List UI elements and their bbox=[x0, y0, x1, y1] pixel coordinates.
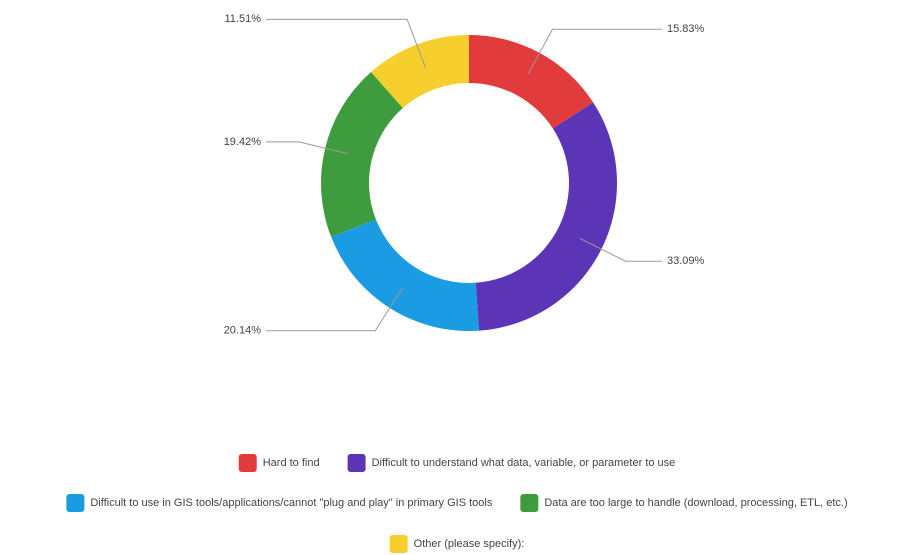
data-label: 15.83% bbox=[667, 23, 705, 35]
leader-line bbox=[266, 141, 349, 155]
leader-line bbox=[527, 28, 662, 75]
leader-line bbox=[266, 287, 404, 332]
legend-swatch bbox=[389, 535, 408, 553]
leader-line bbox=[266, 18, 426, 68]
legend-label: Hard to find bbox=[263, 457, 320, 469]
legend-swatch bbox=[347, 454, 366, 472]
slice bbox=[331, 219, 479, 331]
slice bbox=[469, 35, 594, 129]
legend-label: Difficult to use in GIS tools/applicatio… bbox=[90, 497, 492, 509]
data-label: 33.09% bbox=[667, 255, 705, 267]
slice bbox=[321, 72, 403, 237]
slice bbox=[371, 34, 469, 109]
data-label: 20.14% bbox=[224, 325, 262, 337]
legend-label: Other (please specify): bbox=[414, 538, 525, 550]
legend-swatch bbox=[66, 494, 85, 512]
slice bbox=[475, 102, 618, 331]
legend-label: Data are too large to handle (download, … bbox=[544, 497, 847, 509]
legend-swatch bbox=[238, 454, 257, 472]
data-label: 11.51% bbox=[225, 13, 262, 25]
leader-line bbox=[579, 238, 662, 262]
data-label: 19.42% bbox=[224, 136, 262, 148]
legend-label: Difficult to understand what data, varia… bbox=[372, 457, 676, 469]
legend-swatch bbox=[520, 494, 539, 512]
